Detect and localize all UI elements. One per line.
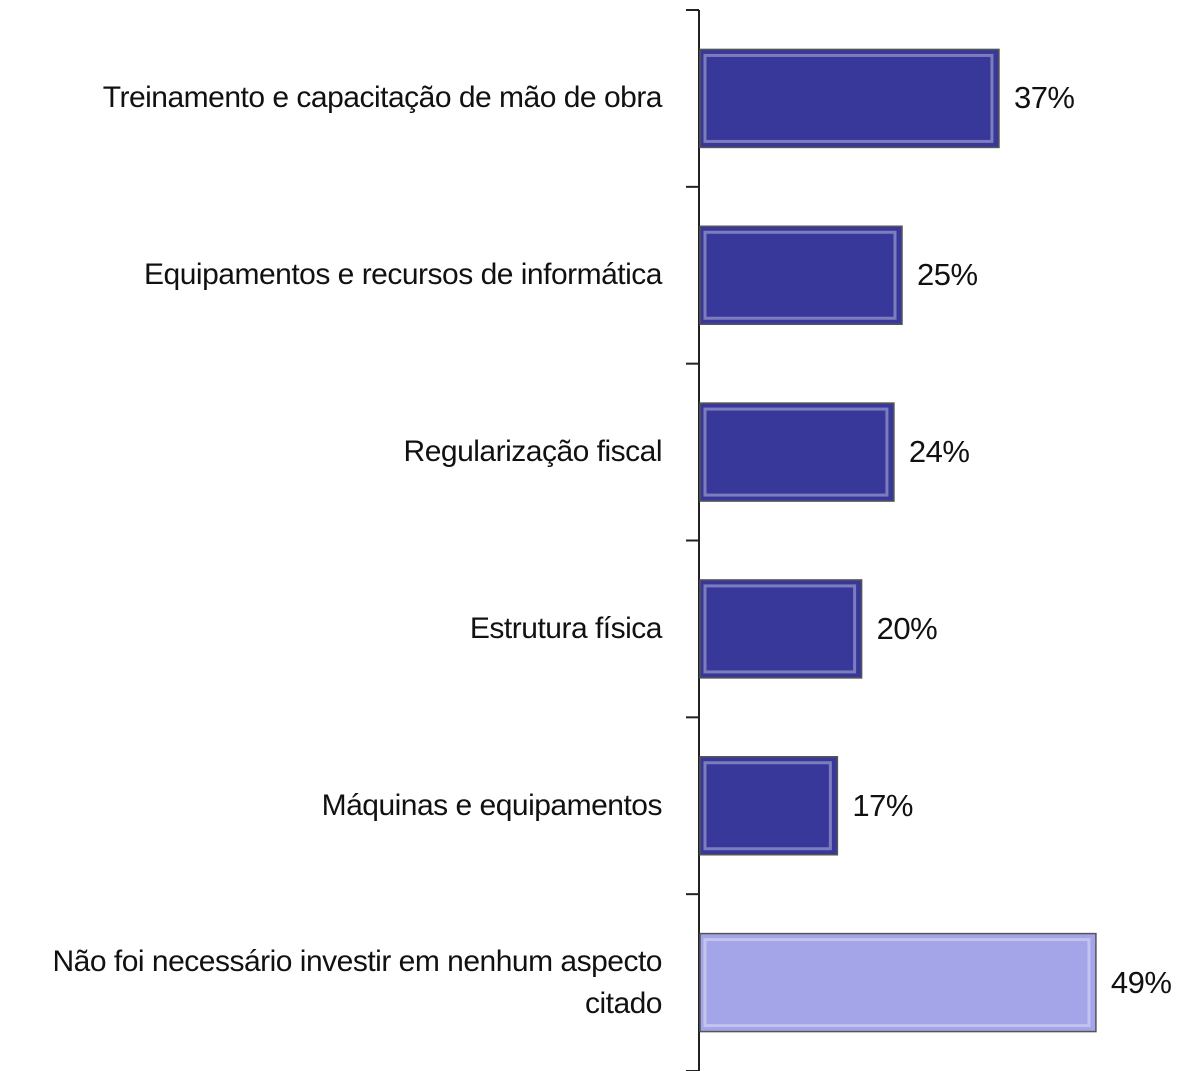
value-label: 25% <box>917 257 978 293</box>
value-label: 20% <box>876 610 938 646</box>
bar <box>699 756 839 856</box>
category-label: Treinamento e capacitação de mão de obra <box>102 81 663 115</box>
value-label: 37% <box>1013 80 1075 116</box>
bar-bevel <box>703 938 1091 1028</box>
bar-bevel <box>703 584 857 674</box>
category-label: Máquinas e equipamentos <box>321 788 663 822</box>
bar <box>699 48 1000 149</box>
bar <box>699 579 863 679</box>
bar-bevel <box>703 53 994 143</box>
bar <box>699 225 903 325</box>
category-label: Não foi necessário investir em nenhum as… <box>52 944 663 1020</box>
bar-bevel <box>703 407 889 497</box>
category-label: Regularização fiscal <box>403 435 663 469</box>
category-label: Equipamentos e recursos de informática <box>144 258 662 292</box>
value-label: 49% <box>1110 964 1172 1000</box>
bar <box>699 932 1097 1033</box>
value-label: 24% <box>908 434 970 470</box>
value-label: 17% <box>852 787 913 823</box>
bar-bevel <box>703 230 897 320</box>
bar <box>699 402 895 502</box>
category-label: Estrutura física <box>469 611 663 645</box>
bar-bevel <box>703 761 832 851</box>
